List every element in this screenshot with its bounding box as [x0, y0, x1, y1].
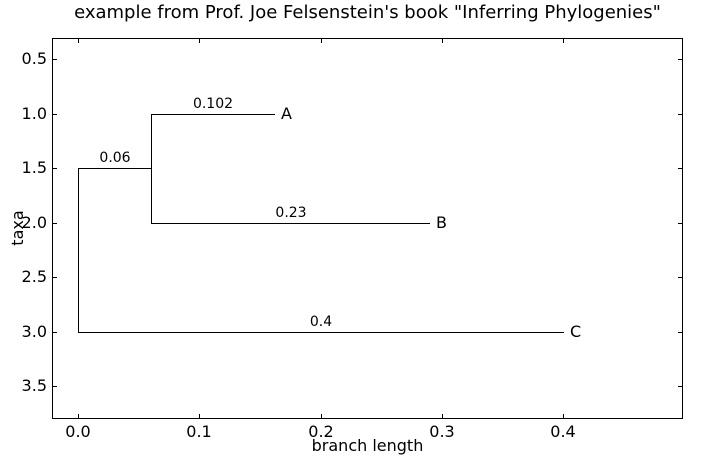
- y-tick-mark-right: [678, 386, 682, 387]
- tree-branch-line-c: [78, 331, 564, 333]
- y-tick-mark-left: [53, 168, 57, 169]
- branch-length-label-b: 0.23: [275, 204, 307, 221]
- tree-branch-line-b: [151, 222, 430, 224]
- x-axis-label: branch length: [311, 436, 424, 455]
- y-tick-mark-right: [678, 331, 682, 333]
- branch-length-label-internal: 0.06: [99, 150, 131, 166]
- tree-branch-line-internal: [78, 168, 152, 169]
- x-tick-mark-bottom: [78, 414, 79, 418]
- y-tick-label: 1.0: [21, 103, 47, 123]
- y-tick-mark-left: [53, 59, 57, 60]
- tip-label-a: A: [281, 103, 292, 123]
- y-tick-mark-left: [53, 331, 57, 333]
- x-tick-label: 0.4: [550, 422, 576, 441]
- x-tick-mark-top: [442, 39, 443, 43]
- y-tick-mark-left: [53, 277, 57, 278]
- x-tick-mark-top: [199, 39, 200, 43]
- x-tick-label: 0.0: [65, 422, 91, 441]
- x-tick-label: 0.2: [308, 422, 334, 441]
- y-tick-label: 3.0: [21, 321, 47, 341]
- y-tick-label: 0.5: [21, 49, 47, 68]
- y-tick-label: 2.5: [21, 267, 47, 286]
- tree-branch-line-a: [151, 113, 275, 115]
- tip-label-b: B: [436, 212, 447, 232]
- y-tick-mark-left: [53, 222, 57, 224]
- x-tick-mark-bottom: [442, 414, 443, 418]
- x-tick-mark-bottom: [199, 414, 200, 418]
- tree-root-vertical-line: [78, 168, 79, 332]
- chart-title: example from Prof. Joe Felsenstein's boo…: [74, 2, 661, 23]
- y-tick-mark-left: [53, 386, 57, 387]
- y-tick-mark-right: [678, 59, 682, 60]
- branch-length-label-c: 0.4: [309, 313, 333, 330]
- y-tick-mark-right: [678, 113, 682, 115]
- y-tick-mark-right: [678, 277, 682, 278]
- y-tick-label: 2.0: [21, 212, 47, 232]
- y-tick-label: 3.5: [21, 376, 47, 395]
- tip-label-c: C: [570, 321, 582, 341]
- x-tick-mark-top: [321, 39, 322, 43]
- plot-frame: [52, 38, 683, 419]
- x-tick-label: 0.3: [429, 422, 455, 441]
- y-tick-mark-right: [678, 222, 682, 224]
- y-tick-label: 1.5: [21, 158, 47, 177]
- x-tick-mark-top: [78, 39, 79, 43]
- x-tick-mark-bottom: [563, 414, 564, 418]
- x-tick-label: 0.1: [186, 422, 212, 441]
- x-tick-mark-bottom: [321, 414, 322, 418]
- tree-internal-vertical-line: [151, 113, 152, 224]
- y-axis-label: taxa: [8, 210, 27, 246]
- x-tick-mark-top: [563, 39, 564, 43]
- branch-length-label-a: 0.102: [192, 95, 234, 112]
- y-tick-mark-right: [678, 168, 682, 169]
- y-tick-mark-left: [53, 113, 57, 115]
